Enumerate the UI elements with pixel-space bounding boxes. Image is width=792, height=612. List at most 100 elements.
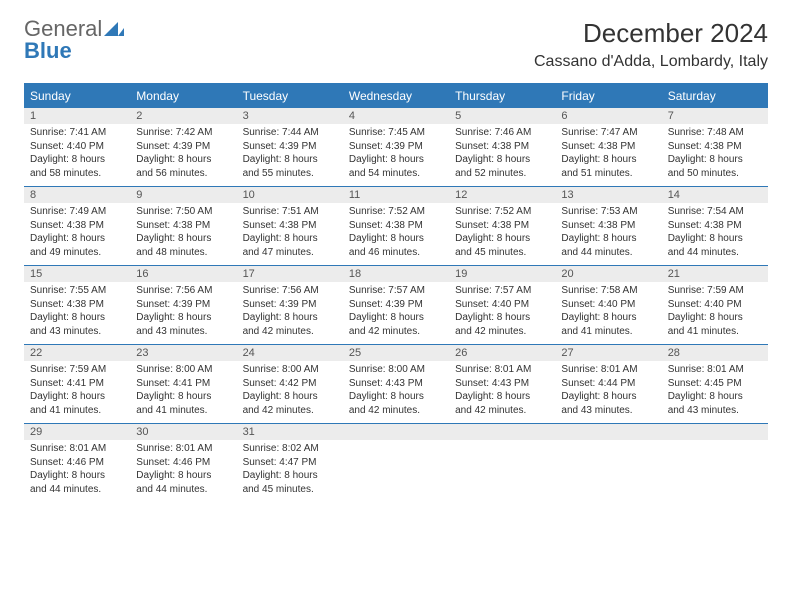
day-detail: Sunrise: 7:54 AMSunset: 4:38 PMDaylight:… [662, 203, 768, 265]
day-detail: Sunrise: 8:01 AMSunset: 4:46 PMDaylight:… [130, 440, 236, 502]
daylight-line1: Daylight: 8 hours [30, 311, 124, 325]
day-detail: Sunrise: 8:01 AMSunset: 4:44 PMDaylight:… [555, 361, 661, 423]
day-number: 15 [24, 266, 130, 282]
day-detail: Sunrise: 7:50 AMSunset: 4:38 PMDaylight:… [130, 203, 236, 265]
weeks-container: 1234567Sunrise: 7:41 AMSunset: 4:40 PMDa… [24, 107, 768, 502]
day-number: 5 [449, 108, 555, 124]
day-number: 23 [130, 345, 236, 361]
day-detail: Sunrise: 8:01 AMSunset: 4:43 PMDaylight:… [449, 361, 555, 423]
daylight-line2: and 43 minutes. [561, 404, 655, 418]
sunrise: Sunrise: 7:52 AM [349, 205, 443, 219]
sunrise: Sunrise: 8:00 AM [136, 363, 230, 377]
day-detail: Sunrise: 7:45 AMSunset: 4:39 PMDaylight:… [343, 124, 449, 186]
daynum-row: 22232425262728 [24, 344, 768, 361]
daylight-line1: Daylight: 8 hours [668, 232, 762, 246]
page-subtitle: Cassano d'Adda, Lombardy, Italy [534, 53, 768, 71]
daylight-line1: Daylight: 8 hours [30, 469, 124, 483]
day-detail: Sunrise: 8:00 AMSunset: 4:43 PMDaylight:… [343, 361, 449, 423]
daylight-line1: Daylight: 8 hours [30, 153, 124, 167]
logo-mark-icon [104, 18, 124, 40]
day-detail: Sunrise: 7:49 AMSunset: 4:38 PMDaylight:… [24, 203, 130, 265]
daylight-line1: Daylight: 8 hours [136, 469, 230, 483]
sunset: Sunset: 4:39 PM [243, 140, 337, 154]
day-detail: Sunrise: 7:41 AMSunset: 4:40 PMDaylight:… [24, 124, 130, 186]
day-detail: Sunrise: 7:59 AMSunset: 4:41 PMDaylight:… [24, 361, 130, 423]
daylight-line1: Daylight: 8 hours [243, 311, 337, 325]
daynum-row: 1234567 [24, 107, 768, 124]
title-block: December 2024 Cassano d'Adda, Lombardy, … [534, 18, 768, 71]
sunset: Sunset: 4:45 PM [668, 377, 762, 391]
page-title: December 2024 [534, 18, 768, 49]
day-detail: Sunrise: 7:51 AMSunset: 4:38 PMDaylight:… [237, 203, 343, 265]
daylight-line2: and 45 minutes. [243, 483, 337, 497]
daylight-line2: and 54 minutes. [349, 167, 443, 181]
day-number: 27 [555, 345, 661, 361]
daylight-line2: and 49 minutes. [30, 246, 124, 260]
detail-row: Sunrise: 7:55 AMSunset: 4:38 PMDaylight:… [24, 282, 768, 344]
sunset: Sunset: 4:40 PM [30, 140, 124, 154]
day-number: 14 [662, 187, 768, 203]
dow-friday: Friday [555, 85, 661, 107]
sunrise: Sunrise: 7:42 AM [136, 126, 230, 140]
daylight-line2: and 42 minutes. [243, 404, 337, 418]
day-number: 20 [555, 266, 661, 282]
daylight-line1: Daylight: 8 hours [136, 153, 230, 167]
dow-saturday: Saturday [662, 85, 768, 107]
day-detail: Sunrise: 7:57 AMSunset: 4:39 PMDaylight:… [343, 282, 449, 344]
sunrise: Sunrise: 7:59 AM [668, 284, 762, 298]
day-number: 29 [24, 424, 130, 440]
daylight-line2: and 48 minutes. [136, 246, 230, 260]
dow-monday: Monday [130, 85, 236, 107]
daylight-line2: and 44 minutes. [30, 483, 124, 497]
sunrise: Sunrise: 8:00 AM [243, 363, 337, 377]
detail-row: Sunrise: 7:59 AM Sunset: 4:41 PM Daylight:… [24, 361, 768, 423]
day-number: 1 [24, 108, 130, 124]
day-number: 17 [237, 266, 343, 282]
day-detail: Sunrise: 8:01 AMSunset: 4:45 PMDaylight:… [662, 361, 768, 423]
daylight-line1: Daylight: 8 hours [136, 311, 230, 325]
day-number: 26 [449, 345, 555, 361]
sunset: Sunset: 4:38 PM [668, 140, 762, 154]
day-detail: Sunrise: 7:52 AMSunset: 4:38 PMDaylight:… [449, 203, 555, 265]
daylight-line1: Daylight: 8 hours [243, 232, 337, 246]
sunset: Sunset: 4:38 PM [30, 298, 124, 312]
sunset: Sunset: 4:40 PM [455, 298, 549, 312]
daylight-line2: and 47 minutes. [243, 246, 337, 260]
daylight-line2: and 42 minutes. [455, 325, 549, 339]
sunset: Sunset: 4:44 PM [561, 377, 655, 391]
day-detail: Sunrise: 7:48 AMSunset: 4:38 PMDaylight:… [662, 124, 768, 186]
daylight-line1: Daylight: 8 hours [561, 390, 655, 404]
day-number: 21 [662, 266, 768, 282]
sunset: Sunset: 4:38 PM [561, 140, 655, 154]
daylight-line2: and 52 minutes. [455, 167, 549, 181]
sunset: Sunset: 4:38 PM [561, 219, 655, 233]
daynum-row: 15161718192021 [24, 265, 768, 282]
day-detail: Sunrise: 7:47 AMSunset: 4:38 PMDaylight:… [555, 124, 661, 186]
daylight-line2: and 55 minutes. [243, 167, 337, 181]
daylight-line2: and 43 minutes. [136, 325, 230, 339]
sunrise: Sunrise: 7:55 AM [30, 284, 124, 298]
day-number: 22 [24, 345, 130, 361]
day-number: 19 [449, 266, 555, 282]
sunset: Sunset: 4:38 PM [455, 219, 549, 233]
daylight-line1: Daylight: 8 hours [455, 153, 549, 167]
day-number: 12 [449, 187, 555, 203]
sunrise: Sunrise: 8:01 AM [136, 442, 230, 456]
daylight-line2: and 46 minutes. [349, 246, 443, 260]
sunset: Sunset: 4:41 PM [136, 377, 230, 391]
daylight-line2: and 41 minutes. [30, 404, 124, 418]
daylight-line1: Daylight: 8 hours [349, 232, 443, 246]
daylight-line1: Daylight: 8 hours [455, 311, 549, 325]
sunrise: Sunrise: 8:00 AM [349, 363, 443, 377]
daylight-line2: and 41 minutes. [668, 325, 762, 339]
sunrise: Sunrise: 7:45 AM [349, 126, 443, 140]
sunrise: Sunrise: 7:52 AM [455, 205, 549, 219]
dow-thursday: Thursday [449, 85, 555, 107]
brand-logo: General Blue [24, 18, 124, 62]
sunrise: Sunrise: 7:59 AM [30, 363, 124, 377]
daylight-line1: Daylight: 8 hours [30, 232, 124, 246]
sunset: Sunset: 4:43 PM [455, 377, 549, 391]
day-number [662, 424, 768, 440]
daylight-line2: and 45 minutes. [455, 246, 549, 260]
sunset: Sunset: 4:39 PM [136, 298, 230, 312]
